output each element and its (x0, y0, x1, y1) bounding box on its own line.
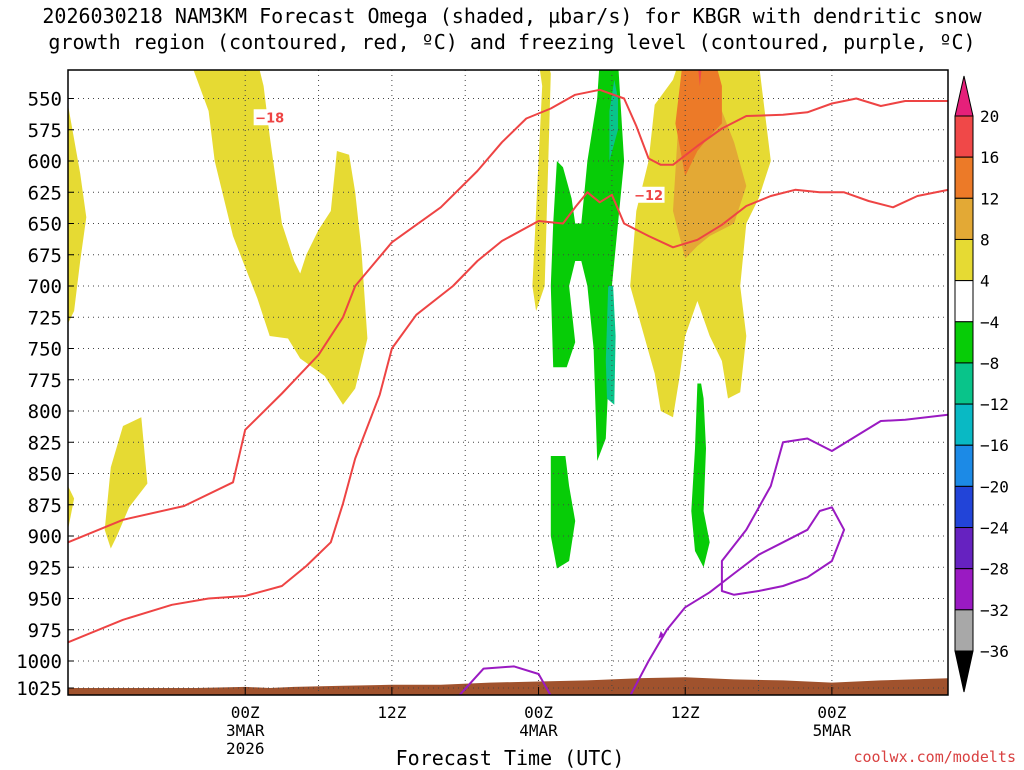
y-tick-label-850: 850 (28, 464, 62, 486)
omega-shaded-region-12 (550, 456, 576, 569)
y-tick-label-1025: 1025 (16, 678, 62, 700)
colorbar-box-2 (954, 156, 974, 199)
colorbar-box-3 (954, 197, 974, 240)
colorbar-label-9: −20 (980, 477, 1009, 496)
colorbar-label-13: −36 (980, 642, 1009, 661)
y-tick-label-750: 750 (28, 339, 62, 361)
x-tick-label-0-1: 3MAR (226, 721, 265, 740)
colorbar-label-2: 12 (980, 189, 999, 208)
omega-shaded-region-1 (68, 486, 75, 530)
x-tick-label-0-2: 2026 (226, 739, 265, 758)
y-tick-label-1000: 1000 (16, 651, 62, 673)
x-tick-label-12-0: 12Z (377, 703, 406, 722)
omega-shaded-region-4 (532, 70, 551, 311)
colorbar-top-arrow (954, 75, 974, 117)
omega-shaded-region-11 (605, 286, 616, 405)
y-tick-label-900: 900 (28, 526, 62, 548)
y-tick-label-675: 675 (28, 245, 62, 267)
dgz-contour-1 (68, 188, 948, 644)
dgz-contour-0 (68, 88, 948, 544)
x-tick-label-24-0: 00Z (524, 703, 553, 722)
y-tick-label-975: 975 (28, 620, 62, 642)
y-tick-label-875: 875 (28, 495, 62, 517)
plot-frame (67, 69, 949, 696)
freezing-level-contour-0 (629, 413, 948, 695)
colorbar-box-13 (954, 609, 974, 652)
colorbar-box-9 (954, 444, 974, 487)
chart-title-line-1: 2026030218 NAM3KM Forecast Omega (shaded… (42, 4, 982, 28)
omega-shaded-region-3 (193, 70, 368, 405)
colorbar-box-12 (954, 568, 974, 611)
colorbar-bottom-arrow (954, 650, 974, 693)
contour-label-0: −18 (255, 111, 284, 126)
y-tick-label-625: 625 (28, 182, 62, 204)
colorbar-box-1 (954, 115, 974, 158)
colorbar-label-11: −28 (980, 560, 1009, 579)
contour-label-bg-0 (253, 109, 286, 126)
colorbar-box-11 (954, 527, 974, 570)
y-tick-label-575: 575 (28, 120, 62, 142)
colorbar-label-3: 8 (980, 230, 990, 249)
contour-label-bg-1 (632, 186, 665, 203)
colorbar-label-6: −8 (980, 354, 999, 373)
colorbar-label-8: −16 (980, 436, 1009, 455)
y-tick-label-725: 725 (28, 307, 62, 329)
x-tick-label-48-1: 5MAR (813, 721, 852, 740)
y-tick-label-950: 950 (28, 589, 62, 611)
omega-shaded-region-9 (550, 70, 625, 461)
chart-title-line-2: growth region (contoured, red, ºC) and f… (48, 30, 976, 54)
x-tick-label-24-1: 4MAR (519, 721, 558, 740)
colorbar-box-6 (954, 321, 974, 364)
colorbar-box-7 (954, 362, 974, 405)
colorbar-box-4 (954, 238, 974, 282)
y-tick-label-650: 650 (28, 214, 62, 236)
colorbar-label-12: −32 (980, 601, 1009, 620)
y-tick-label-700: 700 (28, 276, 62, 298)
terrain-fill (68, 677, 948, 695)
y-tick-label-925: 925 (28, 557, 62, 579)
y-tick-label-825: 825 (28, 432, 62, 454)
omega-shaded-region-0 (68, 104, 87, 324)
x-tick-label-36-0: 12Z (671, 703, 700, 722)
freezing-level-contour-1 (458, 665, 552, 695)
colorbar-box-5 (954, 280, 974, 323)
colorbar-label-5: −4 (980, 313, 999, 332)
x-tick-label-48-0: 00Z (817, 703, 846, 722)
x-tick-label-0-0: 00Z (231, 703, 260, 722)
colorbar-label-4: 4 (980, 272, 990, 291)
x-axis-label: Forecast Time (UTC) (395, 746, 625, 770)
credit-text: coolwx.com/modelts (853, 748, 1016, 766)
y-tick-label-600: 600 (28, 151, 62, 173)
colorbar-box-8 (954, 403, 974, 446)
omega-shaded-region-8 (698, 70, 702, 86)
colorbar-label-7: −12 (980, 395, 1009, 414)
colorbar-label-1: 16 (980, 148, 999, 167)
colorbar-label-0: 20 (980, 107, 999, 126)
omega-shaded-region-2 (104, 417, 148, 549)
y-tick-label-550: 550 (28, 89, 62, 111)
colorbar-box-10 (954, 485, 974, 529)
colorbar-label-10: −24 (980, 519, 1009, 538)
y-tick-label-800: 800 (28, 401, 62, 423)
y-tick-label-775: 775 (28, 370, 62, 392)
omega-shaded-region-13 (691, 383, 710, 568)
contour-label-1: −12 (634, 189, 663, 204)
omega-shaded-region-7 (675, 70, 722, 176)
